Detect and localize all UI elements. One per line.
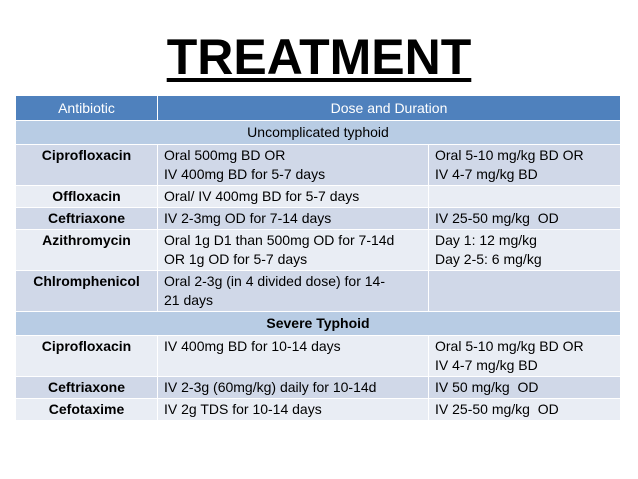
child-line: IV 25-50 mg/kg OD <box>435 401 559 417</box>
child-cell: IV 50 mg/kg OD <box>428 376 621 399</box>
dose-cell: IV 2g TDS for 10-14 days <box>157 398 429 421</box>
header-row: Antibiotic Dose and Duration <box>15 95 621 121</box>
drug-name: Chlromphenicol <box>15 270 158 312</box>
drug-name: Ciprofloxacin <box>15 335 158 377</box>
dose-cell: IV 400mg BD for 10-14 days <box>157 335 429 377</box>
drug-name: Ceftriaxone <box>15 207 158 230</box>
dose-line: 21 days <box>164 292 214 308</box>
dose-cell: Oral 2-3g (in 4 divided dose) for 14- 21 … <box>157 270 429 312</box>
dose-cell: Oral 1g D1 than 500mg OD for 7-14d OR 1g … <box>157 229 429 271</box>
child-line: IV 4-7 mg/kg BD <box>435 166 538 182</box>
dose-line: Oral 1g D1 than 500mg OD for 7-14d <box>164 232 395 248</box>
child-cell: IV 25-50 mg/kg OD <box>428 398 621 421</box>
child-line: Oral 5-10 mg/kg BD OR <box>435 147 584 163</box>
section-row: Severe Typhoid <box>15 311 621 336</box>
section-row: Uncomplicated typhoid <box>15 120 621 145</box>
drug-row: Azithromycin Oral 1g D1 than 500mg OD for… <box>15 229 621 271</box>
dose-cell: IV 2-3mg OD for 7-14 days <box>157 207 429 230</box>
child-line: IV 50 mg/kg OD <box>435 379 539 395</box>
child-line: Oral 5-10 mg/kg BD OR <box>435 338 584 354</box>
child-line: Day 2-5: 6 mg/kg <box>435 251 542 267</box>
dose-line: IV 400mg BD for 10-14 days <box>164 338 341 354</box>
child-line: IV 25-50 mg/kg OD <box>435 210 559 226</box>
dose-line: Oral/ IV 400mg BD for 5-7 days <box>164 188 360 204</box>
dose-cell: IV 2-3g (60mg/kg) daily for 10-14d <box>157 376 429 399</box>
drug-name: Ciprofloxacin <box>15 144 158 186</box>
drug-row: Ceftriaxone IV 2-3g (60mg/kg) daily for 1… <box>15 376 621 399</box>
drug-row: Ceftriaxone IV 2-3mg OD for 7-14 days IV 2… <box>15 207 621 230</box>
child-cell <box>428 185 621 208</box>
table-body: Antibiotic Dose and Duration Uncomplicated… <box>15 95 621 421</box>
dose-cell: Oral 500mg BD OR IV 400mg BD for 5-7 days <box>157 144 429 186</box>
drug-name: Azithromycin <box>15 229 158 271</box>
drug-row: Chlromphenicol Oral 2-3g (in 4 divided do… <box>15 270 621 312</box>
section-title: Uncomplicated typhoid <box>15 120 621 145</box>
drug-row: Cefotaxime IV 2g TDS for 10-14 days IV 25-… <box>15 398 621 421</box>
child-cell: Day 1: 12 mg/kg Day 2-5: 6 mg/kg <box>428 229 621 271</box>
dose-cell: Oral/ IV 400mg BD for 5-7 days <box>157 185 429 208</box>
dose-line: IV 2-3g (60mg/kg) daily for 10-14d <box>164 379 377 395</box>
dose-line: IV 400mg BD for 5-7 days <box>164 166 326 182</box>
child-cell: Oral 5-10 mg/kg BD OR IV 4-7 mg/kg BD <box>428 335 621 377</box>
dose-line: Oral 500mg BD OR <box>164 147 286 163</box>
child-line: IV 4-7 mg/kg BD <box>435 357 538 373</box>
dose-line: IV 2g TDS for 10-14 days <box>164 401 322 417</box>
dose-line: IV 2-3mg OD for 7-14 days <box>164 210 332 226</box>
child-cell: Oral 5-10 mg/kg BD OR IV 4-7 mg/kg BD <box>428 144 621 186</box>
section-title: Severe Typhoid <box>15 311 621 336</box>
drug-row: Ciprofloxacin IV 400mg BD for 10-14 days O… <box>15 335 621 377</box>
drug-name: Offloxacin <box>15 185 158 208</box>
treatment-table: Antibiotic Dose and Duration Uncomplicated… <box>15 95 621 421</box>
child-cell <box>428 270 621 312</box>
drug-name: Ceftriaxone <box>15 376 158 399</box>
drug-row: Ciprofloxacin Oral 500mg BD OR IV 400mg BD… <box>15 144 621 186</box>
column-header: Antibiotic <box>15 95 158 121</box>
dose-line: Oral 2-3g (in 4 divided dose) for 14- <box>164 273 385 289</box>
title: TREATMENT <box>166 29 472 85</box>
drug-name: Cefotaxime <box>15 398 158 421</box>
child-cell: IV 25-50 mg/kg OD <box>428 207 621 230</box>
column-header: Dose and Duration <box>157 95 621 121</box>
dose-line: OR 1g OD for 5-7 days <box>164 251 308 267</box>
drug-row: Offloxacin Oral/ IV 400mg BD for 5-7 days <box>15 185 621 208</box>
child-line: Day 1: 12 mg/kg <box>435 232 537 248</box>
